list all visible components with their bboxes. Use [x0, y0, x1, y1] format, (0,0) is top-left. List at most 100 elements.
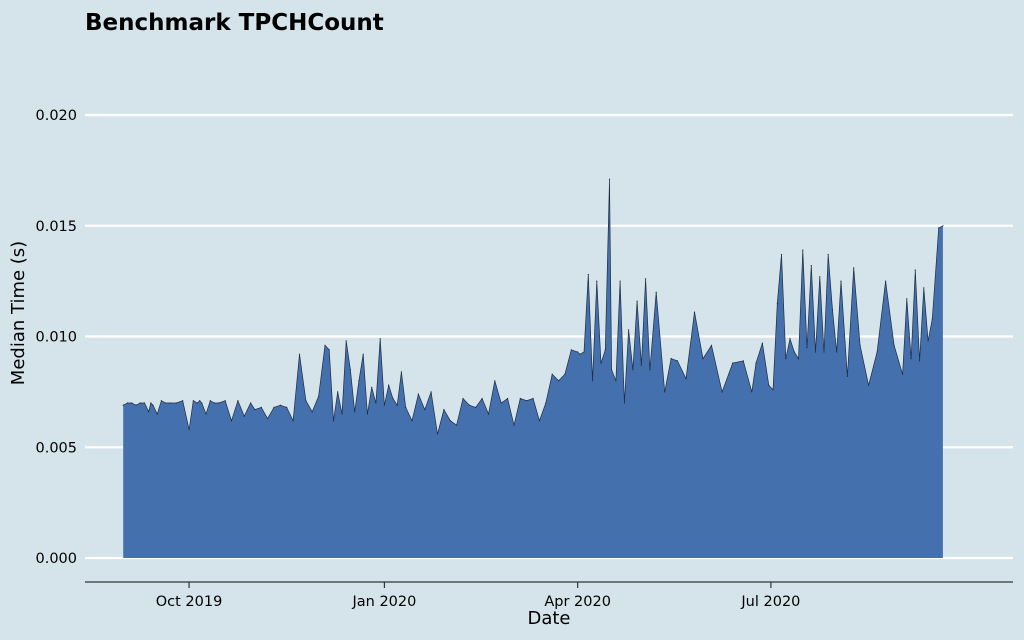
data-point: [475, 406, 477, 408]
data-point: [254, 409, 256, 411]
data-point: [885, 280, 887, 282]
x-tick-label: Jul 2020: [740, 594, 800, 610]
data-point: [636, 300, 638, 302]
data-point: [411, 420, 413, 422]
data-point: [436, 433, 439, 435]
data-point: [776, 302, 778, 304]
data-point: [201, 402, 203, 404]
data-point: [165, 402, 167, 404]
data-point: [375, 402, 377, 404]
data-point: [721, 391, 723, 393]
data-point: [392, 397, 394, 400]
data-point: [328, 349, 330, 351]
data-point: [122, 404, 124, 406]
data-point: [126, 402, 129, 404]
data-point: [362, 353, 364, 355]
data-point: [910, 358, 912, 360]
y-axis: 0.000 0.005 0.010 0.015 0.020: [35, 108, 77, 567]
data-point: [494, 380, 496, 382]
data-point: [279, 404, 281, 406]
data-point: [831, 309, 834, 311]
data-point: [487, 413, 490, 415]
y-tick-label: 0.020: [35, 108, 77, 124]
y-tick-label: 0.005: [35, 440, 77, 456]
data-point: [868, 384, 870, 386]
data-point: [424, 409, 426, 411]
data-point: [456, 424, 458, 426]
data-point: [604, 349, 606, 351]
data-point: [332, 420, 335, 422]
data-point: [742, 360, 744, 362]
data-point: [780, 253, 783, 256]
data-point: [710, 344, 713, 346]
x-axis-label: Date: [527, 608, 570, 629]
data-point: [655, 291, 657, 293]
x-tick-label: Apr 2020: [544, 594, 611, 610]
data-point: [806, 347, 808, 349]
data-point: [564, 373, 566, 375]
data-point: [628, 329, 630, 331]
data-point: [349, 369, 351, 371]
data-point: [611, 369, 613, 371]
data-point: [443, 409, 445, 411]
data-point: [160, 400, 162, 402]
data-point: [182, 400, 184, 402]
data-point: [230, 420, 233, 422]
data-point: [810, 265, 812, 267]
data-point: [507, 397, 509, 400]
data-point: [188, 428, 190, 431]
data-point: [237, 400, 239, 402]
data-point: [260, 406, 262, 408]
data-point: [532, 397, 534, 400]
data-point: [481, 397, 483, 400]
data-point: [205, 413, 207, 415]
data-point: [785, 358, 787, 360]
data-point: [587, 273, 589, 276]
data-point: [430, 391, 432, 393]
data-point: [273, 406, 275, 408]
data-point: [664, 391, 666, 393]
data-point: [583, 351, 585, 353]
data-point: [923, 287, 925, 289]
data-point: [596, 280, 598, 282]
data-point: [150, 402, 152, 404]
data-point: [152, 404, 154, 406]
data-point: [175, 402, 177, 404]
data-point: [139, 402, 141, 404]
data-point: [761, 342, 764, 344]
data-point: [823, 351, 825, 353]
data-point: [876, 351, 878, 353]
data-point: [519, 397, 521, 400]
data-point: [286, 406, 288, 408]
data-point: [341, 413, 343, 415]
area-layer: [122, 178, 944, 558]
data-point: [213, 402, 216, 404]
data-point: [318, 395, 320, 397]
data-point: [570, 349, 572, 351]
data-point: [772, 389, 774, 391]
data-point: [388, 384, 390, 386]
data-point: [931, 318, 933, 320]
data-point: [702, 358, 704, 360]
data-point: [751, 391, 753, 393]
data-point: [267, 417, 269, 420]
x-tick-label: Jan 2020: [351, 594, 416, 610]
chart-title: Benchmark TPCHCount: [85, 10, 384, 36]
data-point: [645, 278, 647, 280]
data-point: [292, 420, 294, 422]
data-point: [131, 402, 133, 404]
data-point: [579, 353, 581, 355]
y-tick-label: 0.015: [35, 219, 77, 235]
data-point: [396, 404, 398, 406]
data-point: [827, 253, 829, 256]
data-point: [676, 360, 679, 362]
data-point: [551, 373, 553, 375]
data-point: [802, 249, 804, 251]
data-point: [366, 413, 368, 415]
data-point: [192, 400, 194, 402]
x-tick-label: Oct 2019: [156, 594, 223, 610]
data-point: [789, 338, 791, 340]
data-point: [693, 311, 696, 313]
data-point: [379, 338, 381, 340]
